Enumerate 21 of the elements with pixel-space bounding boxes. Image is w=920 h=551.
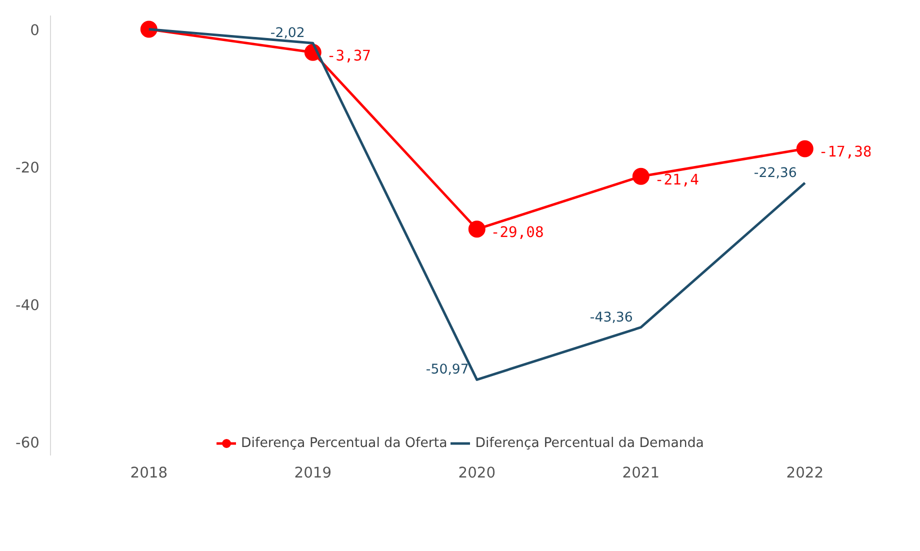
y-tick-label: -40 [16, 296, 40, 314]
data-label: -29,08 [490, 224, 544, 242]
point [632, 168, 650, 185]
x-tick-label: 2020 [458, 464, 496, 482]
x-tick-label: 2019 [294, 464, 332, 482]
data-label: -21,4 [654, 171, 700, 188]
y-tick-label: -20 [16, 159, 40, 176]
data-label: -2,02 [270, 26, 305, 42]
x-tick-label: 2021 [622, 464, 660, 482]
y-tick-label: 0 [30, 22, 40, 39]
x-tick-label: 2018 [130, 464, 168, 482]
legend-label: Diferença Percentual da Demanda [475, 436, 704, 450]
y-tick-label: -60 [16, 434, 40, 452]
data-label: -3,37 [326, 47, 372, 64]
point [468, 220, 486, 238]
x-tick-label: 2022 [786, 464, 824, 482]
data-label: -43,36 [590, 310, 633, 326]
data-label: -22,36 [754, 166, 797, 181]
legend-label: Diferença Percentual da Oferta [241, 436, 448, 450]
data-label: -50,97 [426, 362, 469, 378]
point [796, 140, 814, 158]
